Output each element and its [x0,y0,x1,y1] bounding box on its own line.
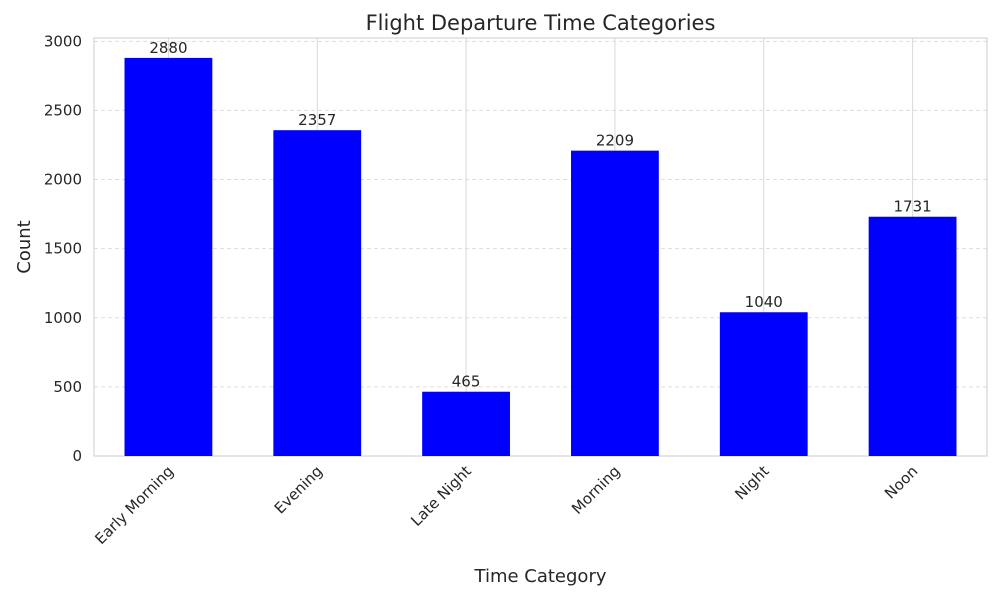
bar [571,150,659,456]
x-tick-label: Noon [881,462,921,502]
bar-value-label: 1731 [893,198,931,216]
y-tick-label: 1500 [44,240,82,258]
bar-value-label: 2357 [298,111,336,129]
plot-area-frame [93,37,988,457]
bar-value-label: 465 [452,373,481,391]
bar-value-label: 2880 [149,39,187,57]
bars [124,57,957,457]
x-tick-label: Evening [271,462,326,517]
y-axis-ticks: 0 500 1000 1500 2000 2500 3000 [44,32,82,465]
bar [124,57,213,457]
y-tick-label: 1000 [44,309,82,327]
bar-value-label: 2209 [596,132,634,150]
bar [273,130,362,456]
y-axis-title: Count [14,220,35,273]
y-tick-label: 2500 [44,101,82,119]
y-tick-label: 3000 [44,32,82,50]
y-tick-label: 0 [72,447,82,465]
y-tick-label: 500 [53,378,82,396]
x-tick-label: Morning [568,462,624,518]
x-axis-ticks: Early Morning Evening Late Night Morning Nig… [91,462,921,548]
x-axis-title: Time Category [474,566,607,587]
x-tick-label: Late Night [407,462,475,530]
grid-lines [94,38,987,457]
x-tick-label: Early Morning [91,462,177,548]
data-labels: 2880 2357 465 2209 1040 1731 [149,39,931,391]
chart-title: Flight Departure Time Categories [366,11,716,35]
bar [422,391,510,456]
bar [868,216,957,456]
y-tick-label: 2000 [44,171,82,189]
bar-value-label: 1040 [745,293,783,311]
x-tick-label: Night [731,462,772,503]
bar [719,312,808,456]
